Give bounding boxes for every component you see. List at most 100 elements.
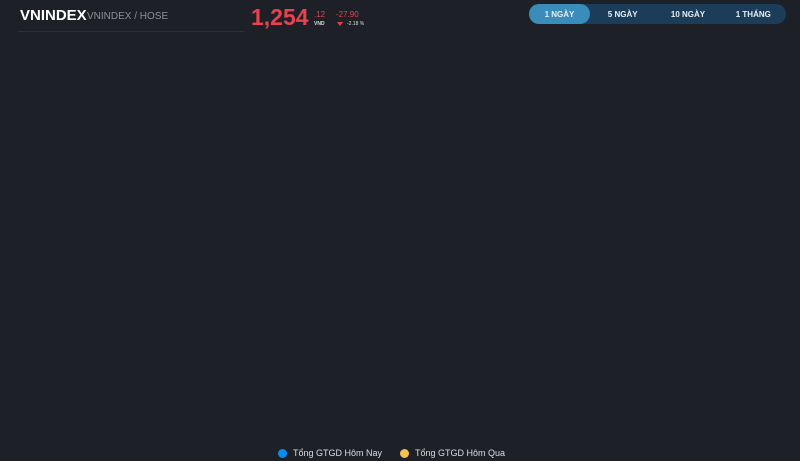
volume-bar [224, 215, 226, 228]
reference-label: 1282.02 [704, 84, 740, 96]
volume-bar [401, 216, 403, 228]
legend-item-today[interactable]: Tổng GTGD Hôm Nay [278, 448, 382, 458]
volume-bar [632, 216, 634, 228]
y-tick-label: 22,525.89 [53, 283, 93, 293]
volume-bar [548, 222, 550, 228]
y-tick-label: 11,262.95 [54, 346, 93, 356]
volume-bar [161, 219, 163, 228]
volume-bar [485, 221, 487, 228]
index-line-chart: 1282.02 [97, 78, 747, 228]
tab-1-month[interactable]: 1 THÁNG [735, 9, 771, 19]
volume-bar [131, 218, 133, 228]
volume-bar [635, 215, 637, 228]
volume-bar [137, 216, 139, 228]
volume-bar [467, 216, 469, 228]
volume-bar [293, 214, 295, 228]
price-integer: 1,254 [251, 4, 309, 30]
volume-bar [545, 223, 547, 228]
volume-bar [629, 217, 631, 228]
volume-bar [386, 221, 388, 228]
volume-bar [566, 216, 568, 228]
volume-bar [350, 222, 352, 228]
tab-10-days[interactable]: 10 NGÀY [670, 9, 706, 19]
volume-bar [176, 225, 178, 228]
volume-bar [479, 223, 481, 228]
volume-bar [581, 222, 583, 228]
volume-bar [494, 218, 496, 228]
volume-bar [191, 220, 193, 228]
volume-bar [416, 222, 418, 228]
volume-bar [488, 220, 490, 228]
volume-bar [236, 211, 238, 228]
volume-bar [245, 219, 247, 228]
volume-bar [194, 219, 196, 228]
volume-bar [434, 216, 436, 228]
volume-bar [290, 215, 292, 228]
volume-bar [695, 217, 697, 228]
volume-bar [656, 219, 658, 228]
volume-bar [461, 218, 463, 228]
volume-bar [164, 218, 166, 228]
tab-5-days[interactable]: 5 NGÀY [607, 9, 638, 19]
volume-bar [653, 220, 655, 228]
volume-bar [647, 222, 649, 228]
volume-bar [239, 210, 241, 228]
volume-bar [155, 221, 157, 228]
volume-bar [593, 218, 595, 228]
volume-bar [251, 217, 253, 228]
volume-bar [302, 211, 304, 228]
reference-label-box [697, 78, 747, 99]
divider [18, 31, 244, 32]
legend-item-yesterday[interactable]: Tổng GTGD Hôm Qua [400, 448, 505, 458]
tab-1-day[interactable]: 1 NGÀY [529, 4, 590, 24]
volume-bar [659, 218, 661, 228]
volume-bar [269, 211, 271, 228]
volume-bar [587, 220, 589, 228]
volume-bar [596, 217, 598, 228]
price-decimal: .12 [314, 10, 326, 19]
volume-bar [473, 225, 475, 228]
volume-bar [296, 213, 298, 228]
volume-bar [509, 224, 511, 228]
volume-bar [284, 217, 286, 228]
legend: Tổng GTGD Hôm Nay Tổng GTGD Hôm Qua [278, 448, 505, 458]
volume-bar [392, 219, 394, 228]
volume-bar [491, 219, 493, 228]
volume-bar [359, 219, 361, 228]
volume-bar [692, 218, 694, 228]
volume-bar [425, 219, 427, 228]
volume-bar [539, 225, 541, 228]
y-axis-label: GTGD (TỶ) [31, 322, 42, 368]
volume-bar [185, 222, 187, 228]
volume-bar [368, 216, 370, 228]
index-line [97, 79, 727, 179]
symbol-title: VNINDEX [20, 7, 87, 24]
volume-bar [413, 223, 415, 228]
volume-bar [380, 223, 382, 228]
volume-bar [677, 223, 679, 228]
triangle-down-icon [337, 22, 343, 26]
volume-bar [200, 217, 202, 228]
y-tick-label: 0.00 [75, 409, 93, 419]
volume-bar [389, 220, 391, 228]
volume-bar [206, 210, 208, 228]
volume-bar [341, 220, 343, 228]
volume-bar [281, 218, 283, 228]
volume-bar [497, 217, 499, 228]
volume-bar [272, 210, 274, 228]
volume-bar [344, 219, 346, 228]
volume-bar [227, 214, 229, 228]
volume-bar [590, 219, 592, 228]
volume-bar [527, 218, 529, 228]
volume-bar [398, 217, 400, 228]
volume-bar [680, 222, 682, 228]
volume-bar [536, 215, 538, 228]
volume-bar [323, 215, 325, 228]
price-change: -27.90 [336, 10, 359, 19]
volume-bar [683, 221, 685, 228]
volume-bar [404, 215, 406, 228]
volume-bar [338, 210, 340, 228]
volume-bar [464, 217, 466, 228]
volume-bar [242, 220, 244, 228]
volume-bar [209, 220, 211, 228]
